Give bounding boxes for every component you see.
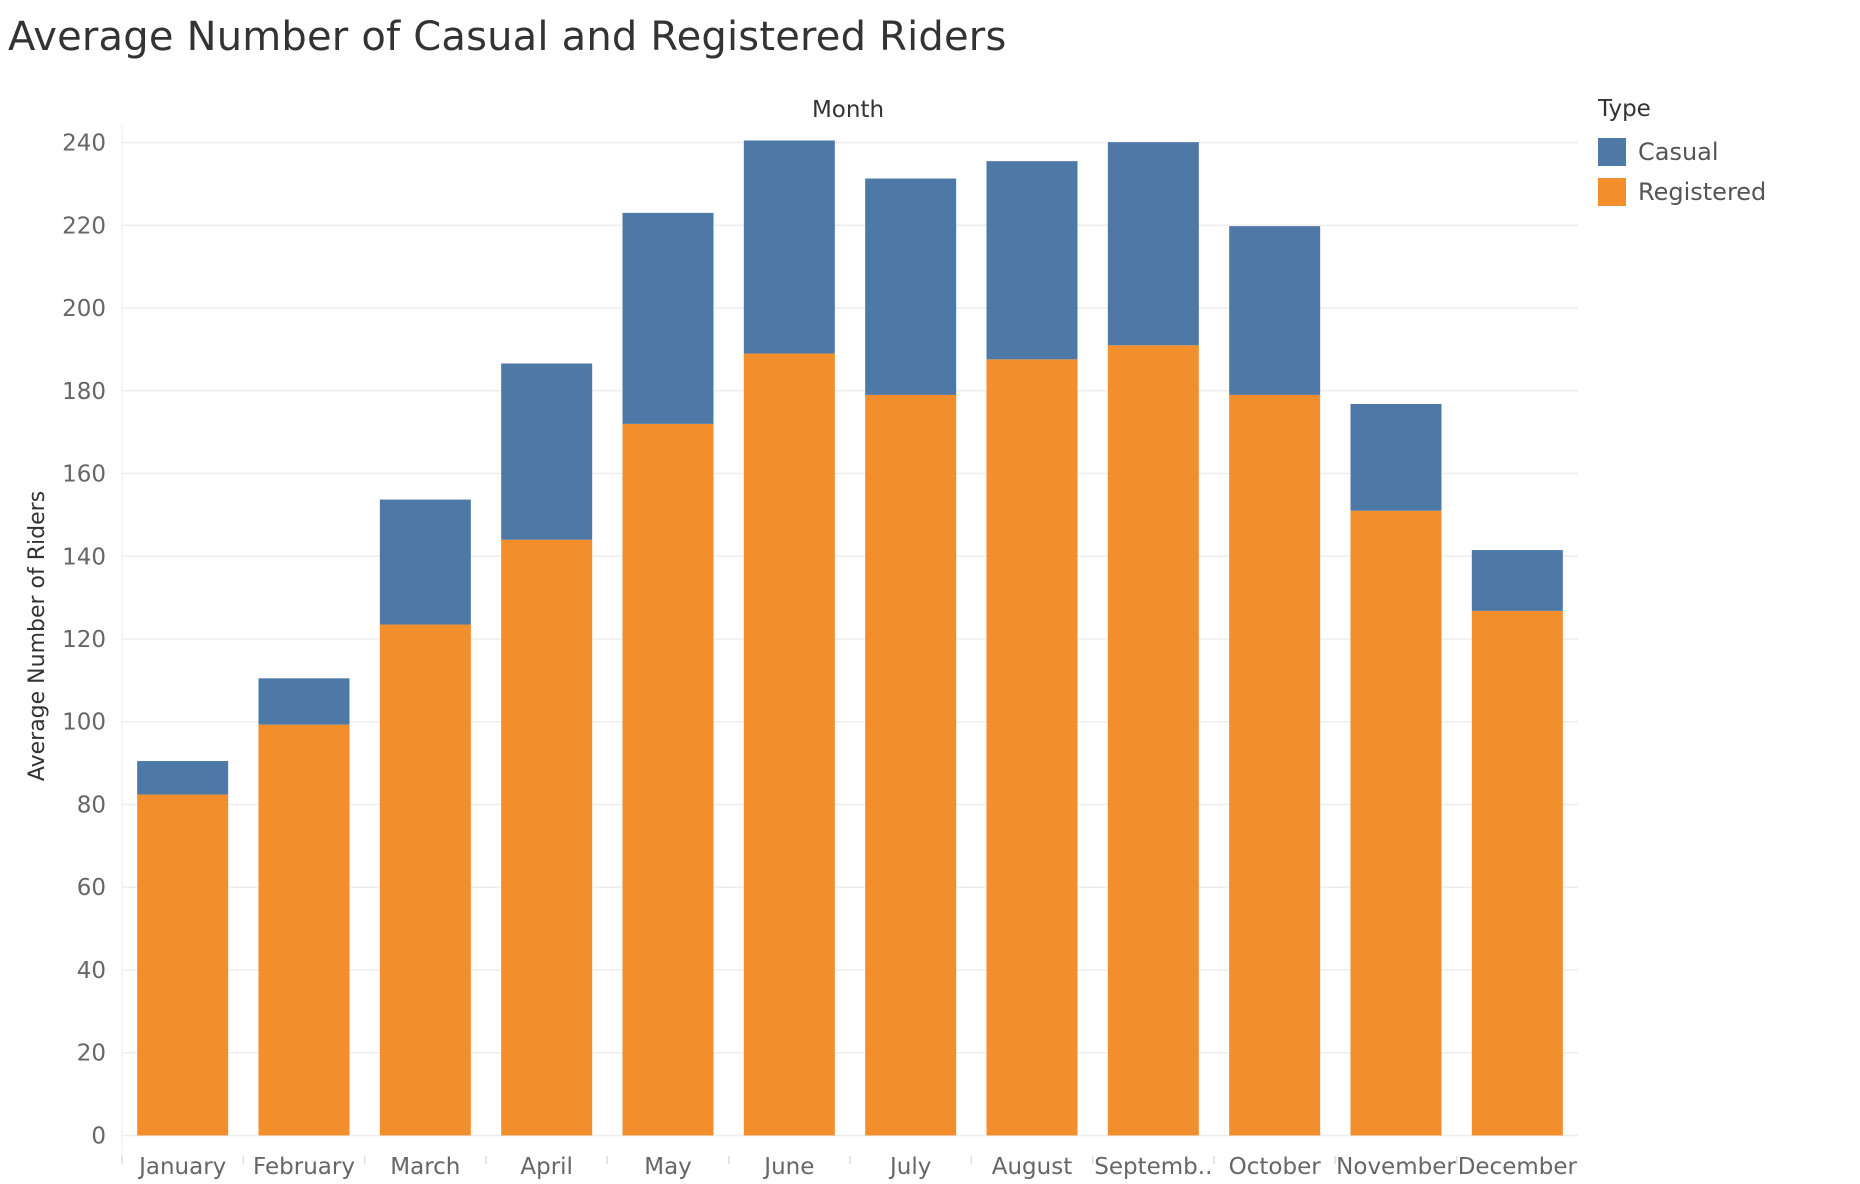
chart-title: Average Number of Casual and Registered … xyxy=(8,14,1007,60)
bar-registered-11 xyxy=(1471,610,1563,1136)
bar-registered-1 xyxy=(258,724,350,1136)
legend-title: Type xyxy=(1598,96,1651,122)
legend-label-registered: Registered xyxy=(1638,178,1767,206)
bar-casual-4 xyxy=(622,212,714,424)
x-tick-label: November xyxy=(1336,1154,1456,1180)
y-tick-label: 40 xyxy=(77,958,106,984)
x-tick-label: March xyxy=(390,1154,460,1180)
column-header: Month xyxy=(812,97,884,123)
bar-registered-4 xyxy=(622,423,714,1136)
bar-casual-0 xyxy=(137,761,229,795)
y-tick-label: 60 xyxy=(77,875,106,901)
bar-chart: 0 20 40 60 80 100 120 140 160 180 200 220 240 Januar… xyxy=(25,97,1578,1180)
bar-casual-10 xyxy=(1350,404,1442,511)
bar-registered-0 xyxy=(137,794,229,1136)
y-tick-label: 220 xyxy=(62,213,106,239)
x-axis-ticks: January February March April May June July Augu… xyxy=(121,1154,1578,1180)
legend: Type Casual Registered xyxy=(1598,96,1766,212)
x-tick-label: January xyxy=(137,1154,226,1180)
bar-registered-5 xyxy=(743,353,835,1136)
bar-registered-3 xyxy=(501,539,593,1136)
y-tick-label: 200 xyxy=(62,296,106,322)
bar-registered-6 xyxy=(865,394,957,1136)
bar-casual-8 xyxy=(1107,142,1199,346)
bars xyxy=(137,140,1563,1136)
x-tick-label: February xyxy=(253,1154,355,1180)
y-tick-label: 140 xyxy=(62,544,106,570)
x-tick-label: Septemb.. xyxy=(1094,1154,1212,1180)
y-tick-label: 160 xyxy=(62,462,106,488)
gridlines xyxy=(121,126,1578,1162)
y-tick-label: 180 xyxy=(62,379,106,405)
y-axis-label: Average Number of Riders xyxy=(25,491,50,781)
y-tick-label: 100 xyxy=(62,710,106,736)
y-tick-label: 80 xyxy=(77,792,106,818)
bar-registered-7 xyxy=(986,359,1078,1136)
x-tick-label: August xyxy=(992,1154,1073,1180)
legend-swatch-casual xyxy=(1598,138,1626,166)
y-tick-label: 0 xyxy=(91,1123,106,1149)
bar-casual-11 xyxy=(1471,550,1563,611)
bar-casual-5 xyxy=(743,140,835,354)
bar-casual-7 xyxy=(986,161,1078,360)
legend-item-registered[interactable]: Registered xyxy=(1598,172,1766,212)
bar-casual-1 xyxy=(258,678,350,725)
legend-label-casual: Casual xyxy=(1638,138,1719,166)
bar-registered-8 xyxy=(1107,345,1199,1136)
y-tick-label: 20 xyxy=(77,1041,106,1067)
legend-item-casual[interactable]: Casual xyxy=(1598,132,1766,172)
bar-casual-6 xyxy=(865,178,957,395)
bar-casual-9 xyxy=(1229,226,1321,395)
bar-registered-10 xyxy=(1350,510,1442,1136)
bar-casual-2 xyxy=(379,499,471,625)
x-tick-label: June xyxy=(762,1154,814,1180)
x-tick-label: April xyxy=(520,1154,573,1180)
legend-swatch-registered xyxy=(1598,178,1626,206)
x-tick-label: October xyxy=(1229,1154,1322,1180)
y-axis-ticks: 0 20 40 60 80 100 120 140 160 180 200 220 240 xyxy=(62,131,106,1150)
bar-registered-2 xyxy=(379,624,471,1136)
x-tick-label: May xyxy=(644,1154,692,1180)
bar-casual-3 xyxy=(501,363,593,540)
x-tick-label: December xyxy=(1458,1154,1578,1180)
y-tick-label: 120 xyxy=(62,627,106,653)
bar-registered-9 xyxy=(1229,394,1321,1136)
y-tick-label: 240 xyxy=(62,131,106,157)
x-tick-label: July xyxy=(888,1154,931,1180)
